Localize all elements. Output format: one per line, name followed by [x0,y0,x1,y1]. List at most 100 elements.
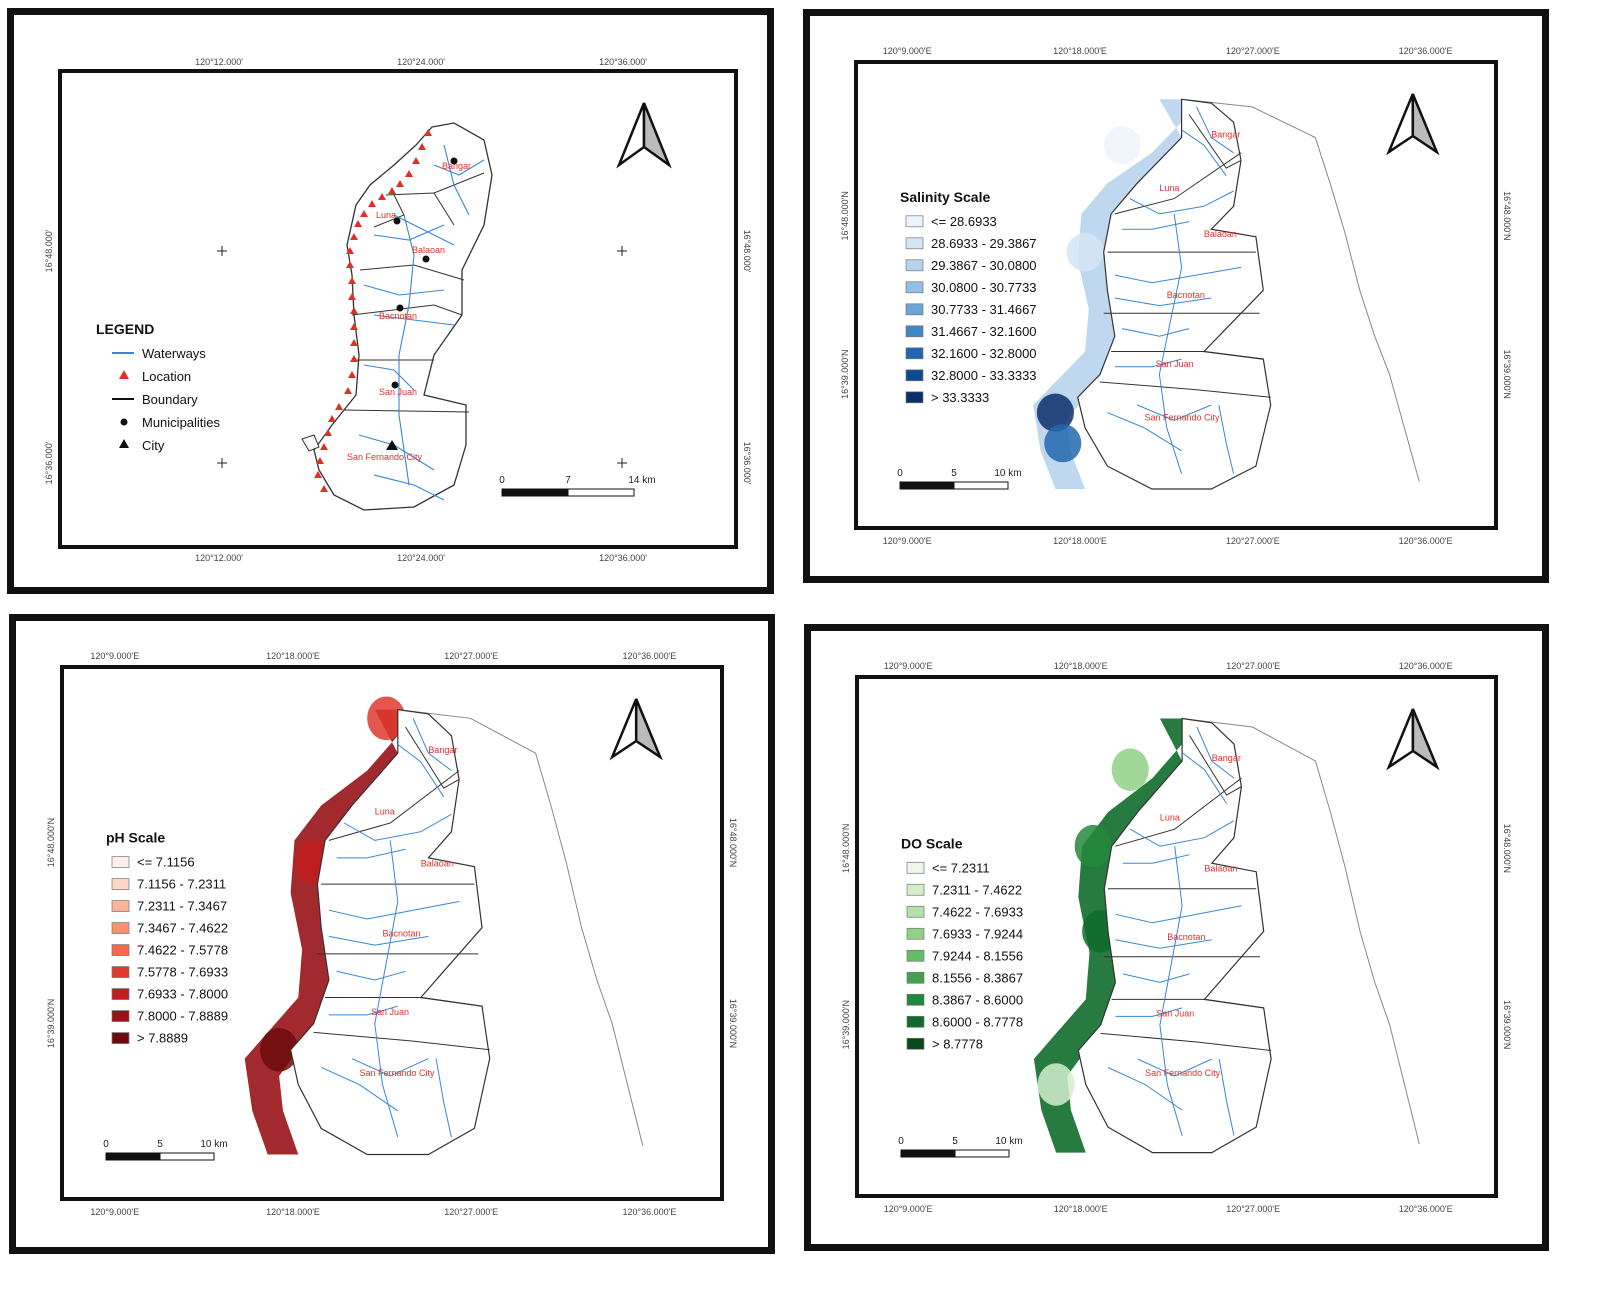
top-coord-label: 120°12.000' [195,57,243,67]
province-outline [1181,98,1420,482]
legend-class-label: 28.6933 - 29.3867 [931,236,1037,251]
top-coord-label: 120°36.000' [599,57,647,67]
legend-swatch [906,861,925,874]
legend-class-label: 7.6933 - 7.9244 [932,926,1023,941]
bottom-coord-label: 120°9.000'E [90,1207,139,1217]
top-coord-label: 120°18.000'E [266,651,320,661]
legend-swatch [111,1032,130,1044]
right-coord-label: 16°39.000'N [1502,1000,1512,1049]
legend-class-label: 8.1556 - 8.3867 [932,970,1023,985]
province-outline [397,709,644,1146]
place-label-san-fernando: San Fernando City [1145,412,1221,422]
municipality-markers [391,157,458,389]
place-label-san-juan: San Juan [371,1007,409,1017]
legend-class-label: <= 7.2311 [932,860,990,875]
top-coord-label: 120°27.000'E [1226,661,1280,671]
legend-swatch [905,237,924,250]
place-label-luna: Luna [1160,813,1180,823]
legend-swatch [905,391,924,404]
legend-swatch [906,1037,925,1050]
place-label-luna: Luna [375,806,395,816]
top-coord-label: 120°24.000' [397,57,445,67]
legend-swatch [906,883,925,896]
bottom-coord-label: 120°18.000'E [266,1207,320,1217]
place-label-san-juan: San Juan [379,387,417,397]
bottom-coord-label: 120°27.000'E [1226,1204,1280,1214]
legend-item-location: Location [142,369,191,384]
place-label-san-fernando: San Fernando City [360,1068,436,1078]
legend-swatch [111,878,130,890]
bottom-coord-label: 120°36.000' [599,553,647,563]
scale-label: 0 [898,1136,904,1147]
place-label-bacnotan: Bacnotan [383,928,421,938]
do-map-panel: 120°9.000'E 120°9.000'E 120°18.000'E 120°18… [804,624,1549,1251]
top-coord-label: 120°9.000'E [883,46,932,56]
north-arrow-icon [1386,93,1440,156]
legend-swatch [111,944,130,956]
province-boundary [301,122,493,511]
right-coord-label: 16°36.000' [742,442,752,485]
legend-swatch [906,927,925,940]
overview-map-panel: 120°12.000' 120°24.000' 120°36.000' 120°… [7,8,774,594]
legend-class-label: 32.1600 - 32.8000 [931,346,1037,361]
graticule-crosses [217,246,627,468]
waterways [320,718,460,1138]
legend-class-label: 7.8000 - 7.8889 [137,1009,228,1024]
scale-bar: 0 5 10 km [898,1136,1023,1158]
legend-title: pH Scale [106,830,165,846]
scale-label: 5 [952,1136,958,1147]
legend-item-city: City [142,438,165,453]
left-coord-label: 16°48.000'N [841,824,851,873]
svg-text:7: 7 [565,475,571,486]
legend-swatch [111,988,130,1000]
place-label-balaoan: Balaoan [421,859,454,869]
legend-swatch [111,966,130,978]
bottom-coord-label: 120°24.000' [397,553,445,563]
top-coord-label: 120°18.000'E [1053,46,1107,56]
legend-swatch [906,905,925,918]
scale-bar: 0 5 10 km [103,1139,228,1161]
city-marker-icon [386,440,398,450]
legend-class-label: 7.6933 - 7.8000 [137,987,228,1002]
legend-class-label: 32.8000 - 33.3333 [931,368,1037,383]
scale-label: 5 [157,1139,163,1150]
legend-swatch [111,900,130,912]
waterways [1107,726,1242,1136]
north-arrow-icon [609,698,663,761]
place-label-balaoan: Balaoan [1204,229,1237,239]
bottom-coord-label: 120°27.000'E [444,1207,498,1217]
legend-class-label: 30.7733 - 31.4667 [931,302,1037,317]
legend-class-label: <= 28.6933 [931,214,997,229]
legend-swatch [906,949,925,962]
top-coord-label: 120°9.000'E [90,651,139,661]
legend-class-label: 8.6000 - 8.7778 [932,1014,1023,1029]
right-coord-label: 16°48.000'N [1502,824,1512,873]
top-coord-label: 120°36.000'E [622,651,676,661]
place-label-bacnotan: Bacnotan [379,311,417,321]
legend-class-label: > 8.7778 [932,1036,983,1051]
place-label-san-juan: San Juan [1156,359,1194,369]
legend-title: DO Scale [901,835,963,851]
scale-label: 10 km [200,1139,227,1150]
legend-swatch [906,1015,925,1028]
bottom-coord-label: 120°9.000'E [884,1204,933,1214]
legend-class-label: 8.3867 - 8.6000 [932,992,1023,1007]
province-outline [1182,718,1420,1145]
left-coord-label: 16°39.000'N [841,1000,851,1049]
legend-class-label: <= 7.1156 [137,855,195,870]
top-coord-label: 120°27.000'E [1226,46,1280,56]
top-coord-label: 120°9.000'E [884,661,933,671]
left-coord-label: 16°48.000'N [46,818,56,867]
scale-bar: 0 7 14 km [499,475,656,497]
bottom-coord-label: 120°27.000'E [1226,536,1280,546]
place-label-san-fernando: San Fernando City [347,452,423,462]
north-arrow-icon [1386,708,1440,771]
legend-swatch [905,369,924,382]
legend-swatch [905,259,924,272]
svg-text:14 km: 14 km [628,475,655,486]
bottom-coord-label: 120°18.000'E [1054,1204,1108,1214]
left-coord-label: 16°36.000' [44,441,54,484]
coastal-interpolation-band [1033,99,1182,490]
legend-swatch [905,303,924,316]
legend-swatch [906,971,925,984]
